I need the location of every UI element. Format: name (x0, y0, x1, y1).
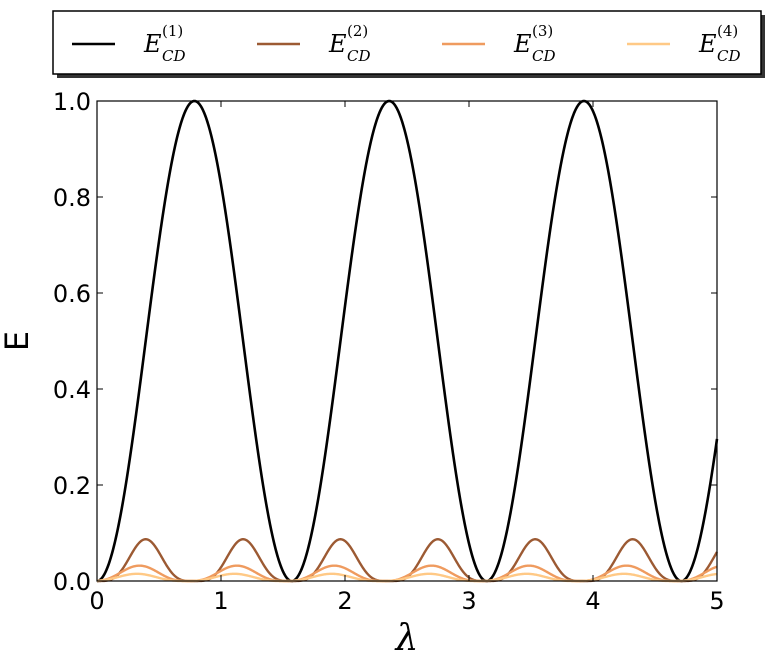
legend-subscript: CD (717, 47, 741, 65)
x-tick-label: 1 (213, 587, 228, 615)
y-tick-label: 0.8 (53, 184, 91, 212)
series-line-1 (96, 99, 719, 583)
y-tick-label: 1.0 (53, 88, 91, 116)
plot-frame (96, 100, 718, 582)
y-tick-label: 0.0 (53, 568, 91, 596)
legend-subscript: CD (532, 47, 556, 65)
legend-superscript: (3) (532, 22, 553, 40)
legend-symbol: E (143, 30, 162, 58)
y-tick-label: 0.4 (53, 376, 91, 404)
legend-symbol: E (513, 30, 532, 58)
x-tick-label: 3 (461, 587, 476, 615)
legend-entry-2: E CD (2) (257, 22, 371, 65)
y-tick-label: 0.6 (53, 280, 91, 308)
x-tick-label: 5 (709, 587, 724, 615)
legend-superscript: (2) (347, 22, 368, 40)
legend-symbol: E (328, 30, 347, 58)
y-axis-label: E (0, 331, 36, 351)
legend-entry-3: E CD (3) (442, 22, 556, 65)
x-tick-label: 2 (337, 587, 352, 615)
legend: E CD(1) E CD(2) E CD(3) E CD(4) (52, 10, 765, 78)
series-line-4 (96, 572, 718, 583)
legend-superscript: (1) (162, 22, 183, 40)
x-tick-label: 0 (89, 587, 104, 615)
legend-symbol: E (698, 30, 717, 58)
legend-box (52, 10, 762, 75)
x-tick-label: 4 (585, 587, 600, 615)
legend-entry-4: E CD (4) (627, 22, 741, 65)
x-axis-label: λ (394, 618, 419, 659)
legend-subscript: CD (347, 47, 371, 65)
legend-subscript: CD (162, 47, 186, 65)
legend-superscript: (4) (717, 22, 738, 40)
legend-entry-1: E CD (1) (72, 22, 186, 65)
y-tick-label: 0.2 (53, 472, 91, 500)
